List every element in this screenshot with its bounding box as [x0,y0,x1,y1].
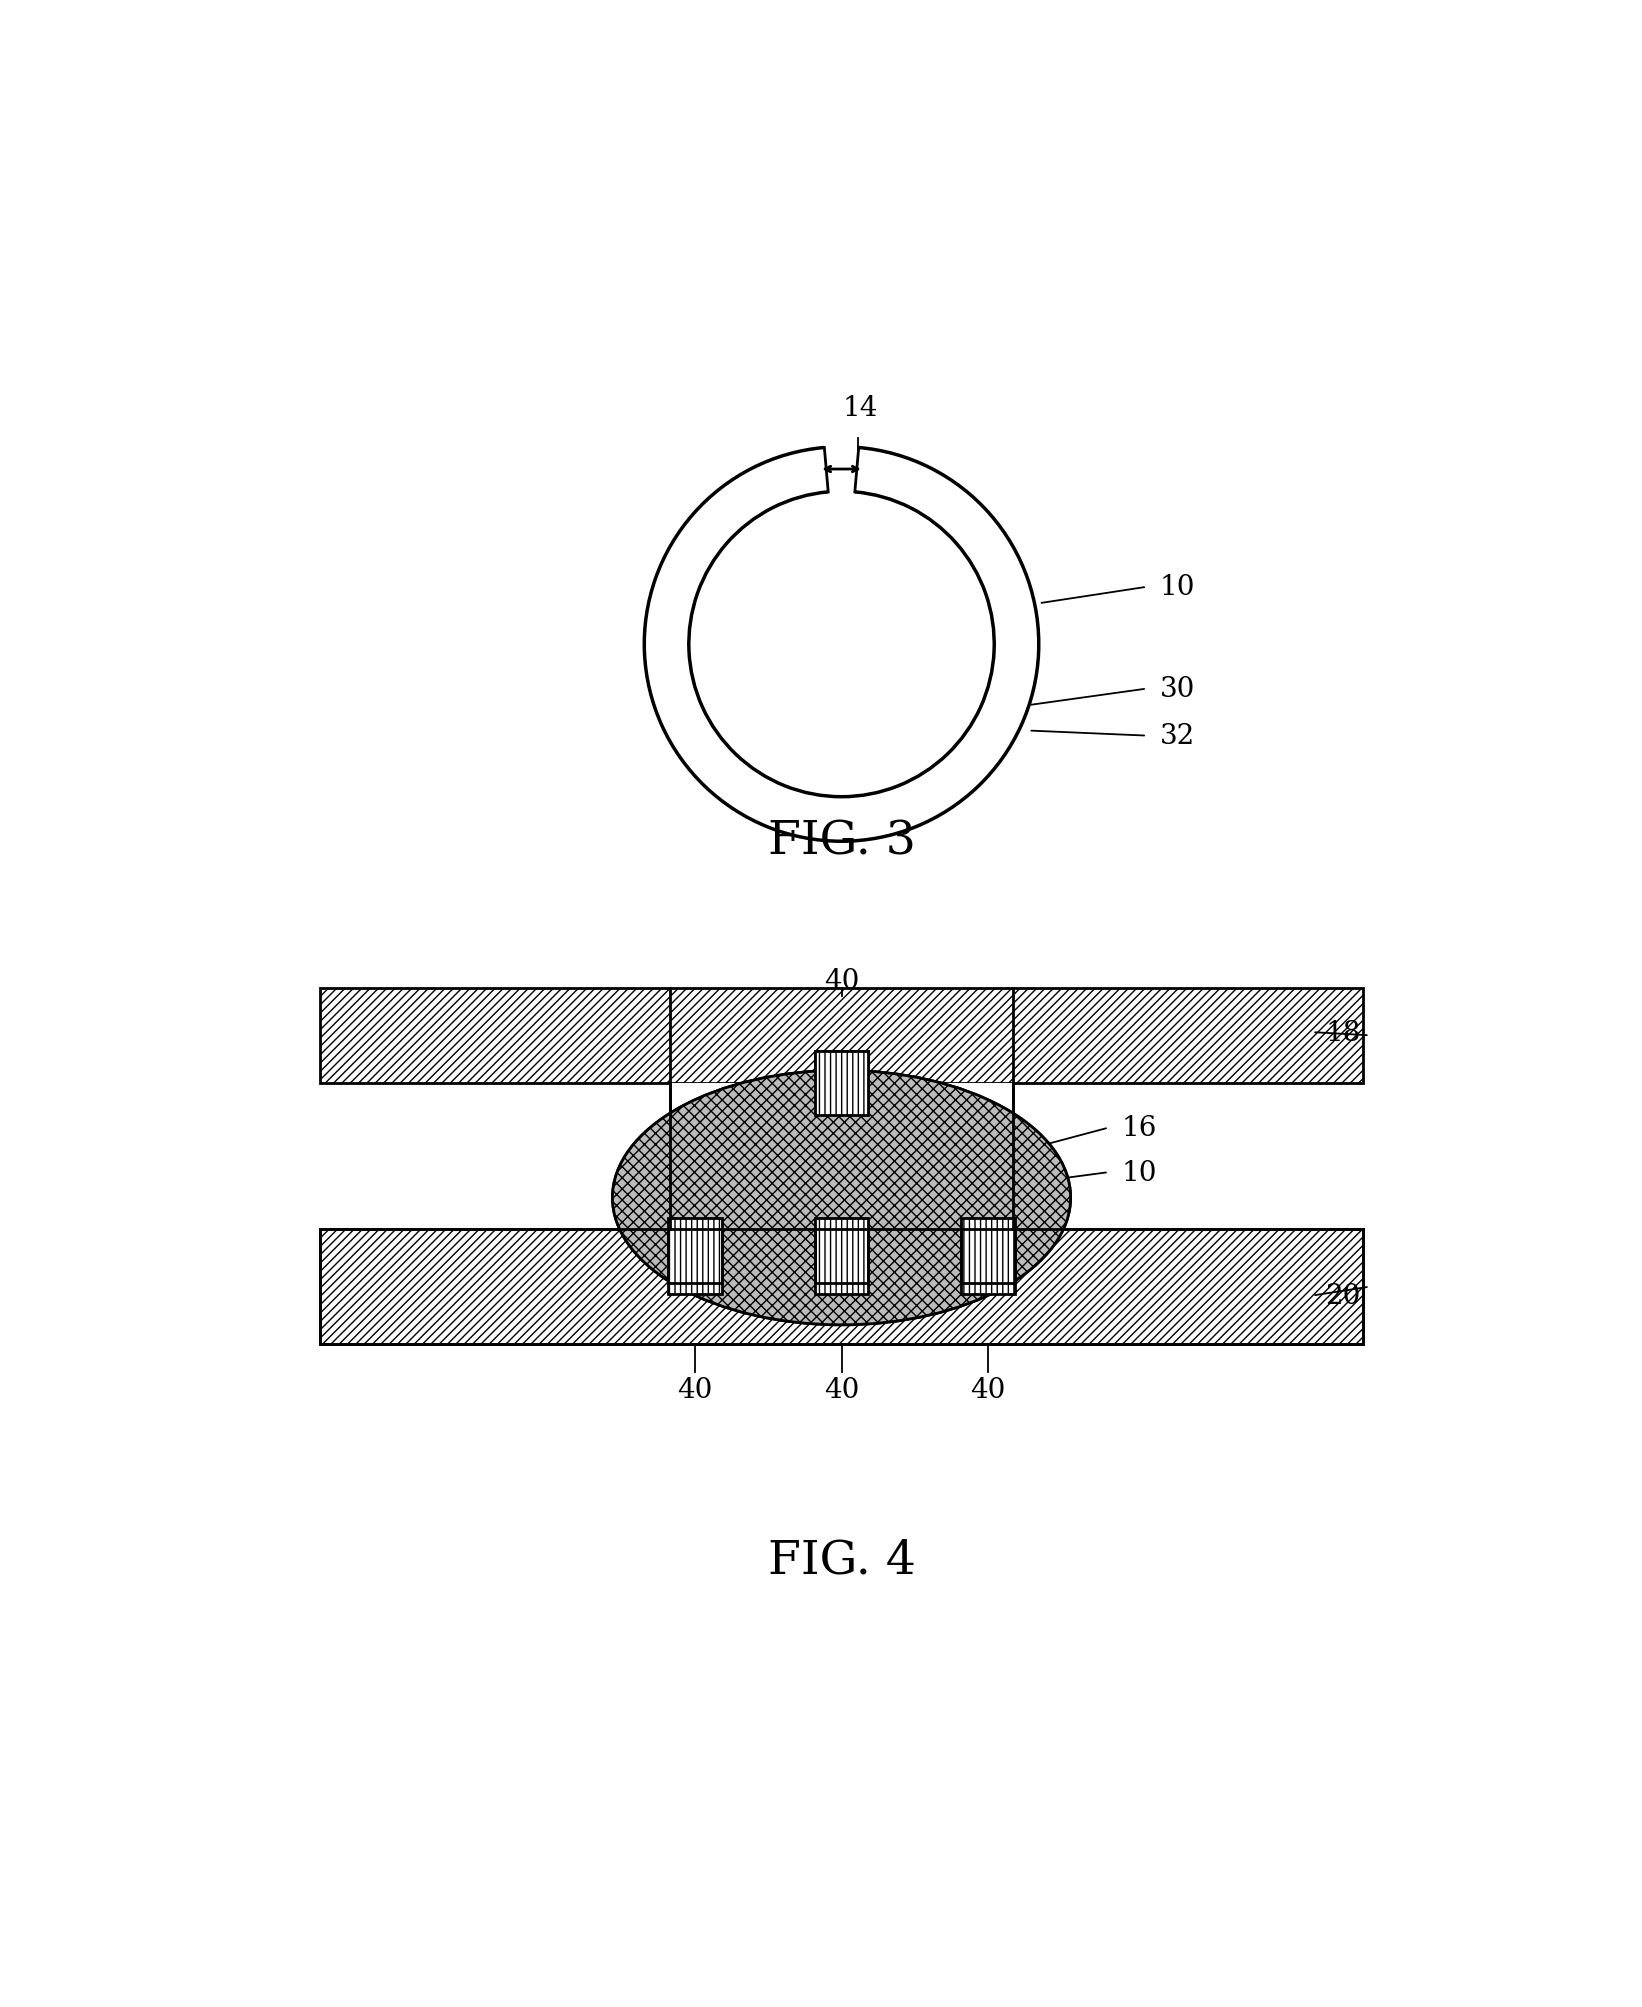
Bar [670,1084,1013,1230]
Bar [814,1052,869,1116]
Text: 40: 40 [824,967,859,993]
Ellipse shape [612,1072,1071,1325]
Bar [668,1230,722,1282]
Bar [814,1218,869,1295]
Bar [961,1218,1015,1295]
Bar [320,1230,1363,1345]
Ellipse shape [612,1072,1071,1325]
Bar [668,1218,722,1295]
Text: 14: 14 [842,395,878,421]
Text: 10: 10 [1159,574,1195,600]
Bar [814,1052,869,1084]
Text: 32: 32 [1159,723,1195,751]
Text: 40: 40 [824,1377,859,1403]
Text: 16: 16 [1121,1114,1158,1142]
Bar [814,1230,869,1282]
Bar [961,1230,1015,1282]
Bar [320,987,1363,1084]
Text: FIG. 3: FIG. 3 [767,819,916,865]
Text: 18: 18 [1325,1020,1361,1046]
Text: 10: 10 [1121,1158,1158,1186]
Text: 30: 30 [1159,676,1195,702]
Text: FIG. 4: FIG. 4 [767,1537,916,1584]
Text: 20: 20 [1325,1282,1361,1309]
Bar [320,1230,1363,1345]
Text: 40: 40 [678,1377,713,1403]
Text: 40: 40 [970,1377,1005,1403]
